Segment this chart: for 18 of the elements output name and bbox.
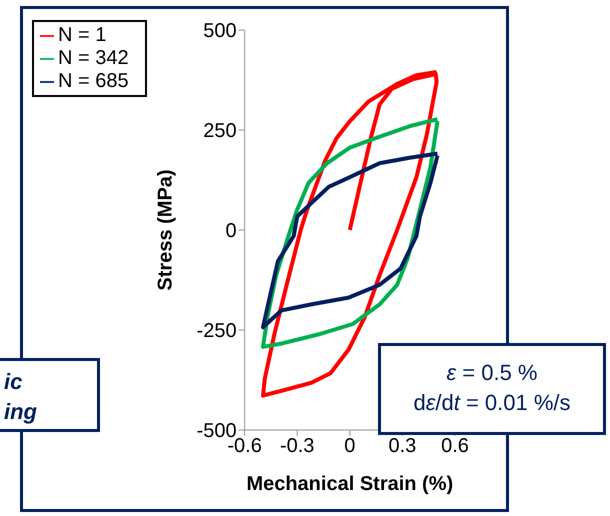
y-tick-label: -250 — [196, 320, 237, 342]
x-tick-label: 0.3 — [388, 435, 416, 458]
x-axis-title: Mechanical Strain (%) — [246, 473, 454, 495]
y-tick-label: 0 — [225, 220, 237, 242]
x-tick-label: 0.6 — [441, 435, 469, 458]
y-tick-label: 250 — [203, 120, 237, 142]
annotation: ε = 0.5 % — [445, 359, 538, 387]
legend-label: N = 342 — [58, 47, 129, 69]
note-box: ε = 0.5 % dε/dt = 0.01 %/s — [378, 343, 606, 435]
line-series — [261, 152, 440, 330]
note-box: ic ing — [0, 358, 100, 432]
legend-label: N = 1 — [58, 24, 106, 46]
x-tick-label: -0.3 — [280, 435, 314, 458]
y-axis-title: Stress (MPa) — [154, 169, 177, 291]
y-tick-label: 500 — [203, 20, 237, 42]
legend-label: N = 685 — [58, 70, 129, 92]
annotation: dε/dt = 0.01 %/s — [412, 389, 572, 417]
x-tick-label: 0 — [344, 435, 356, 458]
